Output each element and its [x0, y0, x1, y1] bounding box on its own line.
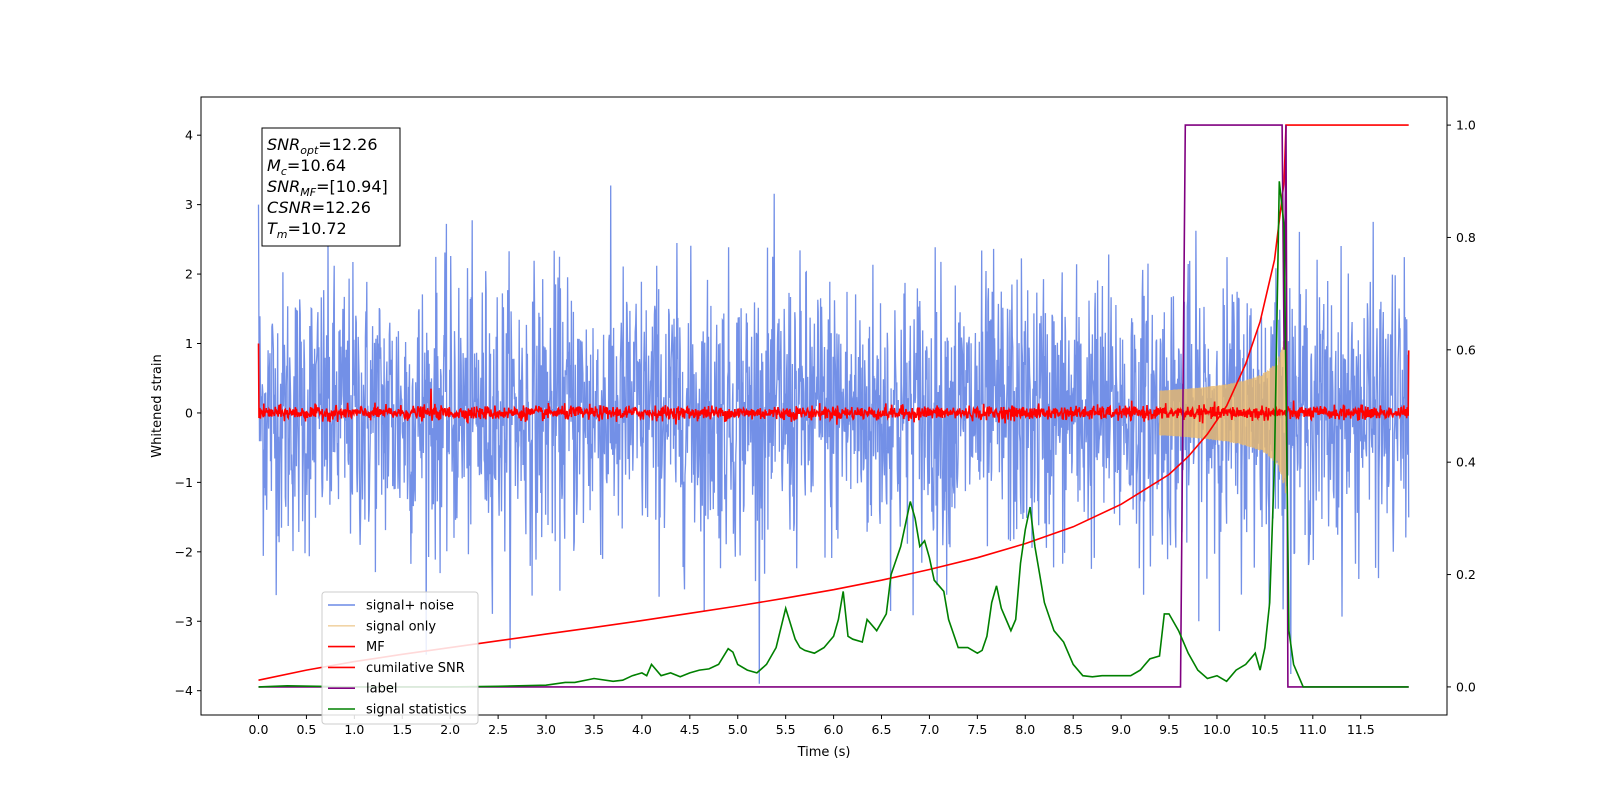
x-tick-label: 0.5	[296, 722, 316, 737]
x-axis-title: Time (s)	[797, 745, 851, 760]
x-tick-label: 11.0	[1299, 722, 1327, 737]
y2-tick-label: 1.0	[1456, 118, 1476, 133]
y-tick-label: −1	[175, 475, 193, 490]
x-tick-label: 0.0	[249, 722, 269, 737]
annotation-line: SNRopt=12.26	[267, 135, 378, 157]
series-line-signal-only	[1158, 327, 1287, 494]
x-tick-label: 1.0	[344, 722, 364, 737]
x-tick-label: 2.5	[488, 722, 508, 737]
legend-label: signal statistics	[366, 703, 467, 718]
y-tick-label: 2	[185, 267, 193, 282]
x-tick-label: 4.0	[632, 722, 652, 737]
x-tick-label: 8.5	[1063, 722, 1083, 737]
plot-frame	[200, 96, 1448, 716]
x-tick-label: 8.0	[1015, 722, 1035, 737]
x-tick-label: 3.5	[584, 722, 604, 737]
annotation-line: CSNR=12.26	[267, 198, 371, 217]
x-tick-label: 7.0	[919, 722, 939, 737]
x-tick-label: 11.5	[1347, 722, 1375, 737]
y2-tick-label: 0.2	[1456, 567, 1476, 582]
legend-label: MF	[366, 640, 385, 655]
legend-label: label	[366, 682, 397, 697]
annotation-line: Mc=10.64	[267, 156, 346, 178]
y-tick-label: −4	[175, 683, 193, 698]
legend-frame	[321, 591, 479, 725]
x-tick-label: 7.5	[967, 722, 987, 737]
y2-tick-label: 0.4	[1456, 455, 1476, 470]
series-line-signal-noise	[257, 185, 1410, 684]
y-tick-label: 3	[185, 197, 193, 212]
x-tick-label: 4.5	[680, 722, 700, 737]
stats-annotation-box: SNRopt=12.26Mc=10.64SNRMF=[10.94]CSNR=12…	[261, 127, 401, 247]
x-tick-label: 10.5	[1251, 722, 1279, 737]
annotation-line: SNRMF=[10.94]	[267, 177, 388, 199]
x-axis-ticks: 0.0 0.5 1.0 1.5 2.0 2.5 3.0 3.5 4.0 4.5 5.0 5.5 6.0 6…	[249, 715, 1375, 737]
y-tick-label: 1	[185, 336, 193, 351]
legend: signal+ noise signal only MF cumilative SNR…	[321, 591, 479, 725]
x-tick-label: 9.5	[1159, 722, 1179, 737]
x-tick-label: 2.0	[440, 722, 460, 737]
annotation-line: Tm=10.72	[267, 219, 347, 241]
y-axis-ticks: −4 −3 −2 −1 0 1 2 3 4	[175, 128, 201, 698]
x-tick-label: 5.5	[776, 722, 796, 737]
x-tick-label: 5.0	[728, 722, 748, 737]
series-line-label	[258, 124, 1409, 688]
x-tick-label: 9.0	[1111, 722, 1131, 737]
series-layer	[257, 124, 1410, 688]
y2-axis-ticks: 0.0 0.2 0.4 0.6 0.8 1.0	[1447, 118, 1476, 694]
legend-label: signal only	[366, 619, 436, 634]
y2-tick-label: 0.6	[1456, 342, 1476, 357]
y-tick-label: −3	[175, 614, 193, 629]
x-tick-label: 6.0	[824, 722, 844, 737]
y-tick-label: 0	[185, 405, 193, 420]
y2-tick-label: 0.8	[1456, 230, 1476, 245]
y-tick-label: 4	[185, 128, 193, 143]
legend-label: signal+ noise	[366, 599, 454, 614]
y-tick-label: −2	[175, 544, 193, 559]
x-tick-label: 6.5	[872, 722, 892, 737]
annotation-frame	[261, 127, 401, 247]
x-tick-label: 3.0	[536, 722, 556, 737]
legend-label: cumilative SNR	[366, 661, 465, 676]
x-tick-label: 1.5	[392, 722, 412, 737]
series-line-signal-statistics	[258, 181, 1409, 688]
x-tick-label: 10.0	[1203, 722, 1231, 737]
y2-tick-label: 0.0	[1456, 679, 1476, 694]
y-axis-title: Whitened strain	[150, 354, 165, 457]
